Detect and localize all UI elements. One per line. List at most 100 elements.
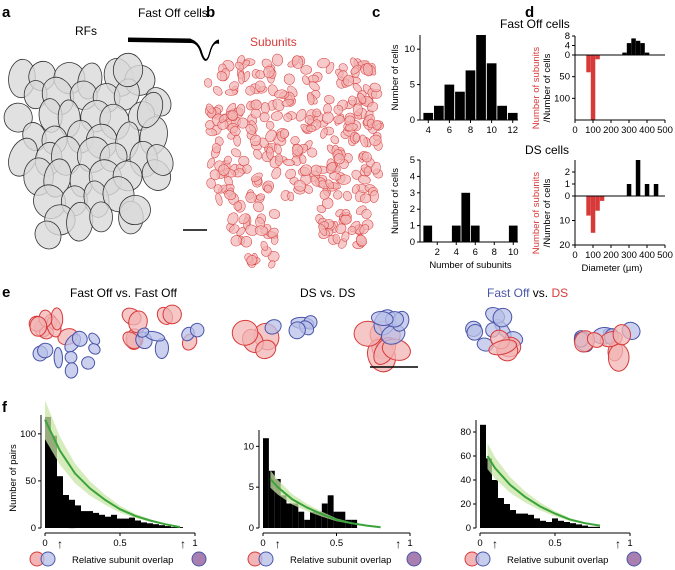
y-tick-label: 2 <box>410 204 415 215</box>
x-tick-label: 200 <box>603 250 619 261</box>
arrow-marker: ↑ <box>395 537 401 551</box>
rf-ellipse <box>3 102 33 133</box>
subunit-ellipse <box>271 167 282 180</box>
subunit-ellipse <box>233 134 241 147</box>
subunit-ellipse <box>295 109 307 122</box>
rf-ellipse <box>89 201 113 233</box>
legend-blue-circle <box>258 551 274 567</box>
subunit-ellipse <box>230 126 241 136</box>
subunit-ellipse <box>240 236 253 248</box>
subunit-ellipse <box>326 162 337 174</box>
subunit-ellipse <box>322 111 334 124</box>
hist-bar <box>510 510 516 528</box>
legend-blue-circle <box>475 551 491 567</box>
hist-bar <box>165 526 171 528</box>
subunit-bar <box>595 196 600 211</box>
subunit-ellipse <box>350 64 362 75</box>
y-axis-label: Number of cells <box>390 168 401 234</box>
x-tick-label: 1 <box>192 538 197 549</box>
subunit-bar <box>599 196 605 201</box>
cell-bar <box>635 160 641 196</box>
subunit-ellipse <box>245 85 256 96</box>
y-tick-label: 10 <box>243 441 254 452</box>
arrow-marker: ↑ <box>615 537 621 551</box>
subunit-ellipse <box>371 161 381 175</box>
hist-bar <box>345 519 352 528</box>
subunit-ellipse <box>229 81 239 91</box>
y-tick-label: 5 <box>410 155 415 166</box>
hist-bar <box>153 524 159 528</box>
hist-bar <box>45 416 51 528</box>
subunit-ellipse <box>254 80 266 93</box>
subunit-ellipse <box>355 234 368 247</box>
x-tick-label: 0.5 <box>113 538 126 549</box>
y-tick-label: 4 <box>410 171 415 182</box>
hist-bar <box>75 505 81 528</box>
d-top-ylabel-black: /Number of cells <box>542 53 553 122</box>
cell-bar <box>635 40 641 56</box>
f2-xlabel: Relative subunit overlap <box>290 555 391 566</box>
e-title-2: DS vs. DS <box>300 286 355 300</box>
x-tick-label: 10 <box>486 125 497 136</box>
hist-bar <box>280 495 287 528</box>
subunit-ellipse <box>291 55 304 69</box>
subunit-ellipse <box>250 99 262 110</box>
subunit-ellipse <box>302 75 310 85</box>
d-xlabel: Diameter (µm) <box>582 263 643 274</box>
subunit-bar <box>586 196 591 216</box>
subunit-ellipse <box>237 117 249 129</box>
x-tick-label: 400 <box>639 125 655 136</box>
rf-ellipse <box>112 52 144 88</box>
legend-blue-circle <box>40 551 56 567</box>
panel-label-d: d <box>525 4 534 21</box>
x-tick-label: 4 <box>454 247 459 258</box>
subunit-ellipse <box>223 155 232 165</box>
subunit-ellipse <box>230 148 242 158</box>
hist-bar <box>159 525 165 528</box>
subunit-ellipse <box>293 180 307 192</box>
subunit-ellipse <box>260 240 269 251</box>
subunit-ellipse <box>212 86 223 96</box>
subunit-ellipse <box>233 201 243 211</box>
subunit-ellipse <box>330 135 340 145</box>
subunit-ellipse <box>333 104 344 115</box>
subunit-ellipse <box>211 143 221 154</box>
d-bot-ylabel-black: /Number of cells <box>542 178 553 247</box>
subunit-outline <box>88 332 101 345</box>
hist-bar <box>93 512 99 528</box>
x-tick-label: 0 <box>260 538 265 549</box>
x-tick-label: 6 <box>447 125 452 136</box>
subunit-ellipse <box>236 103 246 116</box>
hist-bar <box>480 424 486 528</box>
hist-bar <box>552 518 558 528</box>
bar <box>461 192 471 242</box>
hist-bar <box>546 522 552 528</box>
hist-bar <box>57 476 63 528</box>
subunit-ellipse <box>207 157 215 169</box>
bar <box>476 35 486 120</box>
bar <box>508 225 518 242</box>
subunit-outline <box>137 327 150 338</box>
bar <box>497 105 507 120</box>
d-top-title: Fast Off cells <box>500 17 570 31</box>
y-tick-label: 1 <box>410 221 415 232</box>
y-tick-label: 0 <box>410 115 415 126</box>
x-tick-label: 500 <box>657 250 673 261</box>
hist-bar <box>147 523 153 528</box>
y-tick-label: 5 <box>249 482 254 493</box>
subunit-ellipse <box>348 95 357 106</box>
x-tick-label: 4 <box>426 125 431 136</box>
subunit-ellipse <box>361 208 372 220</box>
subunit-ellipse <box>213 184 223 194</box>
subunit-ellipse <box>332 233 341 245</box>
subunit-ellipse <box>359 134 369 148</box>
hist-bar <box>558 520 564 528</box>
y-tick-label: 2 <box>565 167 570 178</box>
arrow-marker: ↑ <box>492 537 498 551</box>
panel-label-b: b <box>206 4 215 21</box>
subunit-ellipse <box>324 94 335 105</box>
subunit-ellipse <box>238 213 250 225</box>
subunit-ellipse <box>205 128 218 137</box>
hist-bar <box>528 514 534 528</box>
subunit-ellipse <box>358 175 371 185</box>
